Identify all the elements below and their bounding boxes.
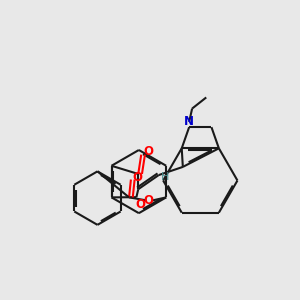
Text: N: N [184, 116, 194, 128]
Text: O: O [136, 198, 146, 211]
Text: O: O [143, 194, 153, 207]
Text: O: O [133, 171, 142, 184]
Text: H: H [161, 172, 170, 182]
Text: O: O [143, 145, 153, 158]
